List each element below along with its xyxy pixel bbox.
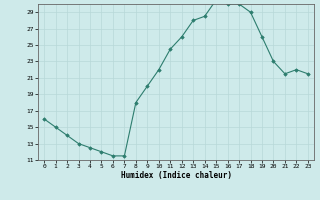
X-axis label: Humidex (Indice chaleur): Humidex (Indice chaleur) (121, 171, 231, 180)
